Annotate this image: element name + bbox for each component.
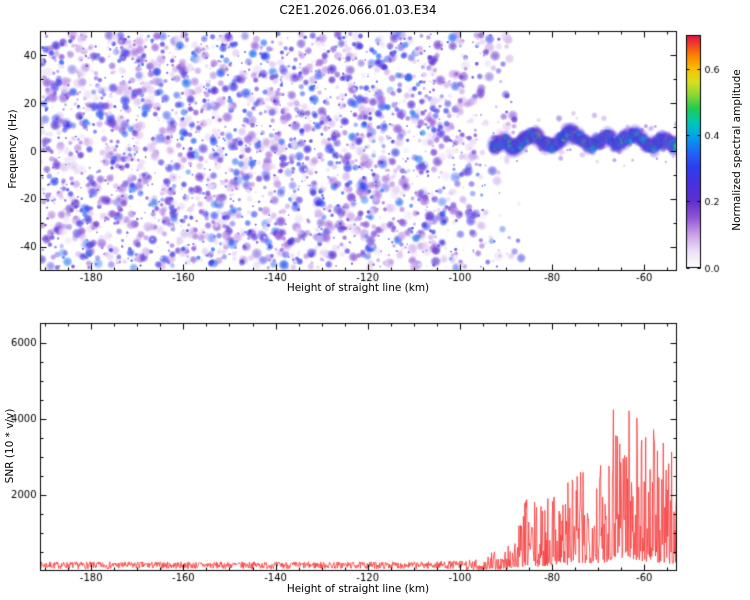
snr-x-axis-label: Height of straight line (km): [286, 583, 430, 595]
snr-y-axis-label: SNR (10 * v/v): [4, 408, 16, 484]
colorbar-label: Normalized spectral amplitude: [731, 69, 743, 231]
figure-title: C2E1.2026.066.01.03.E34: [279, 3, 437, 17]
spectrogram-x-axis-label: Height of straight line (km): [286, 282, 430, 294]
spectrogram-y-axis-label: Frequency (Hz): [7, 109, 19, 189]
